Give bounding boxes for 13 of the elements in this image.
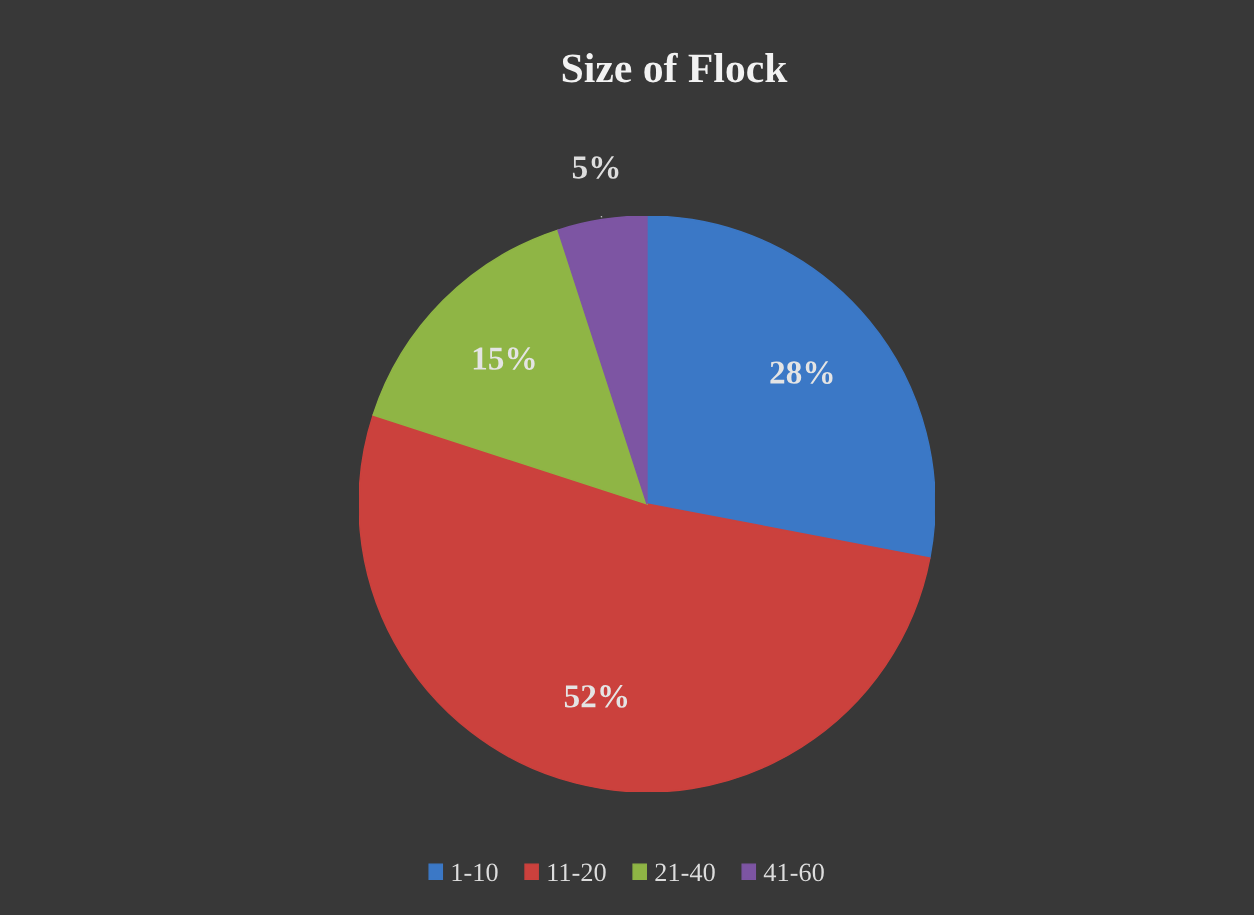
chart-title: Size of Flock <box>562 52 788 83</box>
pie-slice <box>359 414 931 792</box>
data-label: 15% <box>473 347 535 370</box>
data-label: 28% <box>770 361 833 384</box>
legend-label: 1-10 <box>452 863 498 882</box>
legend-label: 21-40 <box>655 863 715 882</box>
data-label: 52% <box>564 685 628 708</box>
legend-label: 41-60 <box>763 863 824 882</box>
legend-label: 11-20 <box>548 863 606 882</box>
pie-slice <box>557 216 648 505</box>
pie-slice <box>646 216 935 559</box>
pie-slice <box>372 229 648 505</box>
data-label: 5% <box>572 156 619 179</box>
